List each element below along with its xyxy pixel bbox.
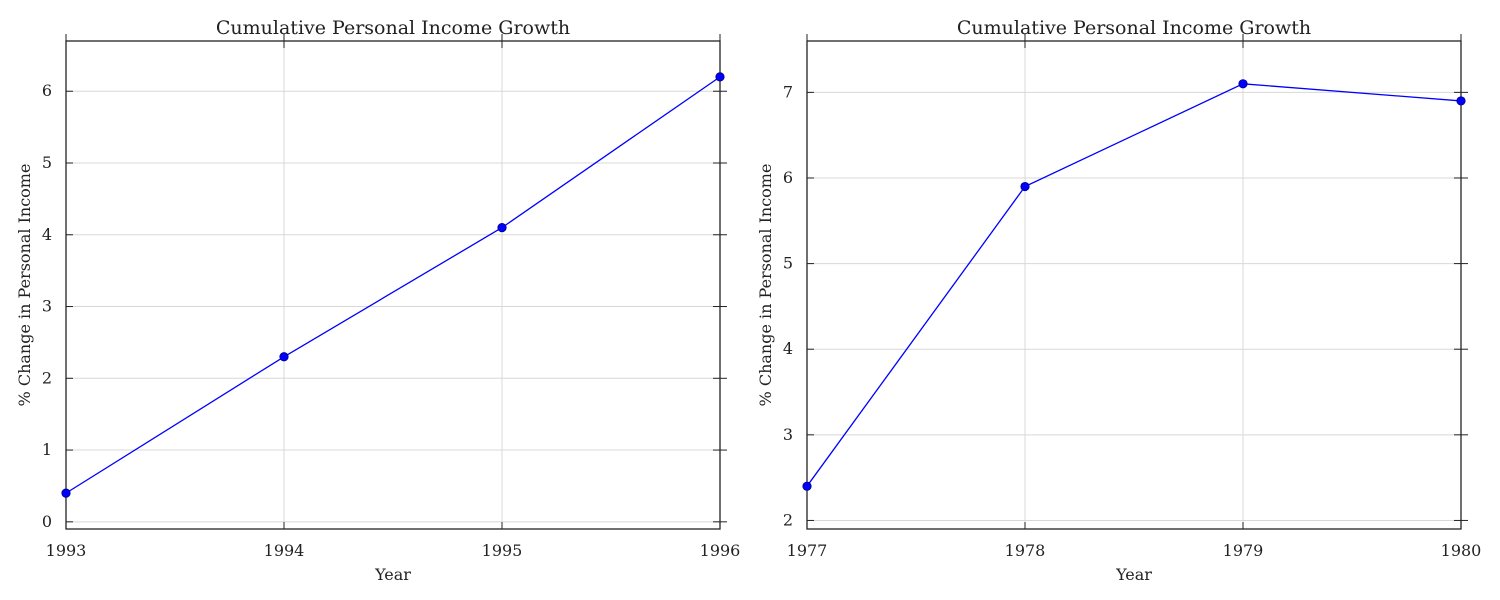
y-tick-label: 1 [42,440,52,459]
x-tick-label: 1977 [787,541,828,560]
y-tick-label: 6 [42,81,52,100]
chart-right: Cumulative Personal Income Growth Year %… [756,17,1481,584]
x-axis-label: Year [374,565,411,584]
y-tick-label: 0 [42,512,52,531]
y-tick-label: 5 [42,153,52,172]
y-tick-label: 4 [783,339,793,358]
data-point [1020,181,1030,192]
data-point [715,72,725,82]
series-line [65,76,721,494]
data-point [61,488,71,498]
y-tick-label: 6 [783,168,793,187]
y-tick-label: 3 [783,425,793,444]
data-point [802,481,812,491]
x-tick-label: 1995 [482,541,523,560]
y-tick-label: 5 [783,254,793,273]
y-tick-label: 7 [783,82,793,101]
x-tick-label: 1994 [264,541,305,560]
data-point [279,352,289,362]
x-tick-label: 1978 [1005,541,1046,560]
chart-left: Cumulative Personal Income Growth Year %… [15,17,740,584]
y-axis-label: % Change in Personal Income [15,164,34,407]
x-tick-label: 1993 [46,541,87,560]
y-axis-label: % Change in Personal Income [756,164,775,407]
x-tick-label: 1996 [700,541,741,560]
y-tick-label: 4 [42,225,52,244]
data-point [497,222,507,233]
chart-title: Cumulative Personal Income Growth [216,17,570,39]
x-tick-label: 1979 [1223,541,1264,560]
x-axis-label: Year [1115,565,1152,584]
y-tick-label: 3 [42,297,52,316]
plot-frame [65,40,721,530]
data-point [1456,96,1466,106]
y-tick-label: 2 [42,368,52,387]
data-point [1238,79,1248,89]
x-tick-label: 1980 [1441,541,1482,560]
chart-title: Cumulative Personal Income Growth [957,17,1311,39]
y-tick-label: 2 [783,510,793,529]
series-line [806,83,1462,487]
plot-frame [806,40,1462,530]
